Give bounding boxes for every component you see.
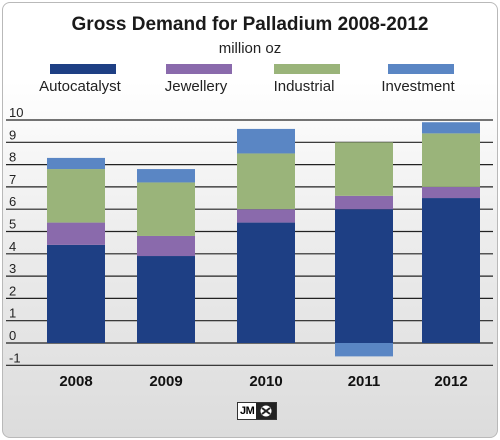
legend-label-industrial: Industrial — [273, 78, 335, 95]
bar-investment-2011 — [335, 343, 393, 357]
bar-investment-2010 — [237, 128, 295, 154]
jm-logo: JM — [237, 402, 278, 420]
y-tick-label-9: 9 — [9, 127, 16, 142]
bar-investment-2009 — [137, 169, 195, 183]
bar-jewellery-2008 — [47, 222, 105, 245]
bar-autocatalyst-2009 — [137, 256, 195, 343]
y-tick-label-4: 4 — [9, 239, 16, 254]
bar-investment-2008 — [47, 157, 105, 170]
y-tick-label-6: 6 — [9, 194, 16, 209]
bar-jewellery-2011 — [335, 195, 393, 210]
chart-title: Gross Demand for Palladium 2008-2012 — [71, 14, 429, 35]
y-tick-label-8: 8 — [9, 150, 16, 165]
legend-label-investment: Investment — [381, 78, 455, 95]
y-tick-label-7: 7 — [9, 172, 16, 187]
legend-item-industrial: Industrial — [244, 64, 364, 96]
bar-autocatalyst-2011 — [335, 209, 393, 343]
legend-label-jewellery: Jewellery — [164, 78, 228, 95]
y-tick-label-1: 1 — [9, 306, 16, 321]
x-tick-label-2012: 2012 — [434, 373, 467, 390]
y-tick-label--1: -1 — [9, 350, 21, 365]
legend-item-jewellery: Jewellery — [136, 64, 256, 96]
bar-autocatalyst-2010 — [237, 222, 295, 343]
bar-jewellery-2010 — [237, 209, 295, 223]
hammer-icon — [256, 403, 277, 419]
bar-autocatalyst-2012 — [422, 198, 480, 343]
x-tick-label-2008: 2008 — [59, 373, 92, 390]
bar-industrial-2008 — [47, 169, 105, 223]
bar-industrial-2010 — [237, 153, 295, 210]
legend-swatch-jewellery — [166, 64, 232, 74]
chart-subtitle: million oz — [218, 40, 282, 57]
bar-investment-2012 — [422, 122, 480, 134]
y-tick-label-5: 5 — [9, 217, 16, 232]
y-tick-label-0: 0 — [9, 328, 16, 343]
x-tick-label-2009: 2009 — [149, 373, 182, 390]
legend-swatch-autocatalyst — [50, 64, 116, 74]
y-tick-label-2: 2 — [9, 283, 16, 298]
y-tick-label-3: 3 — [9, 261, 16, 276]
legend-item-investment: Investment — [358, 64, 478, 96]
legend-item-autocatalyst: Autocatalyst — [20, 64, 140, 96]
bar-industrial-2009 — [137, 182, 195, 236]
jm-logo-text: JM — [240, 405, 255, 417]
legend-swatch-industrial — [274, 64, 340, 74]
y-tick-label-10: 10 — [9, 105, 23, 120]
legend-label-autocatalyst: Autocatalyst — [39, 78, 121, 95]
legend-swatch-investment — [388, 64, 454, 74]
bar-industrial-2011 — [335, 142, 393, 196]
bar-jewellery-2012 — [422, 186, 480, 199]
x-tick-label-2010: 2010 — [249, 373, 282, 390]
bar-industrial-2012 — [422, 133, 480, 187]
x-tick-label-2011: 2011 — [348, 373, 381, 390]
bar-autocatalyst-2008 — [47, 244, 105, 343]
bar-jewellery-2009 — [137, 235, 195, 257]
